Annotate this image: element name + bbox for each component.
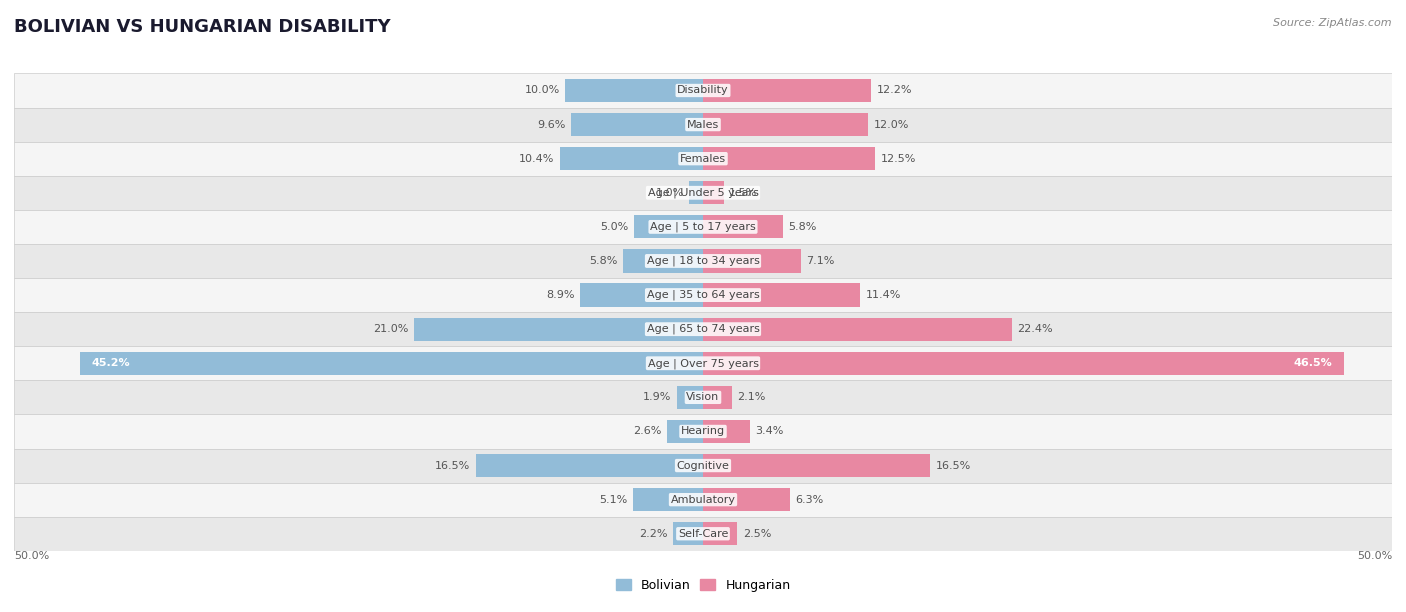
Bar <box>672 522 703 545</box>
Text: 10.0%: 10.0% <box>524 86 560 95</box>
Bar <box>14 141 1392 176</box>
Bar <box>689 181 703 204</box>
Bar <box>14 108 1392 141</box>
Bar <box>703 352 1344 375</box>
Bar <box>14 414 1392 449</box>
Bar <box>703 283 860 307</box>
Text: Disability: Disability <box>678 86 728 95</box>
Text: 16.5%: 16.5% <box>936 461 972 471</box>
Bar <box>676 386 703 409</box>
Text: 7.1%: 7.1% <box>807 256 835 266</box>
Bar <box>633 488 703 511</box>
Bar <box>475 454 703 477</box>
Text: 5.8%: 5.8% <box>589 256 617 266</box>
Text: 50.0%: 50.0% <box>1357 551 1392 561</box>
Bar <box>703 454 931 477</box>
Text: 10.4%: 10.4% <box>519 154 554 163</box>
Bar <box>634 215 703 239</box>
Bar <box>703 181 724 204</box>
Text: 1.9%: 1.9% <box>643 392 671 402</box>
Text: Age | Over 75 years: Age | Over 75 years <box>648 358 758 368</box>
Legend: Bolivian, Hungarian: Bolivian, Hungarian <box>610 574 796 597</box>
Text: 6.3%: 6.3% <box>796 494 824 505</box>
Text: Source: ZipAtlas.com: Source: ZipAtlas.com <box>1274 18 1392 28</box>
Bar <box>14 73 1392 108</box>
Text: 16.5%: 16.5% <box>434 461 470 471</box>
Text: 3.4%: 3.4% <box>755 427 783 436</box>
Text: 2.1%: 2.1% <box>738 392 766 402</box>
Text: 22.4%: 22.4% <box>1017 324 1053 334</box>
Bar <box>703 318 1012 341</box>
Text: 11.4%: 11.4% <box>866 290 901 300</box>
Bar <box>14 517 1392 551</box>
Bar <box>703 249 801 272</box>
Bar <box>623 249 703 272</box>
Bar <box>14 176 1392 210</box>
Text: Males: Males <box>688 119 718 130</box>
Bar <box>413 318 703 341</box>
Bar <box>80 352 703 375</box>
Text: 12.5%: 12.5% <box>880 154 917 163</box>
Text: 12.2%: 12.2% <box>876 86 912 95</box>
Bar <box>703 420 749 443</box>
Text: Age | 35 to 64 years: Age | 35 to 64 years <box>647 290 759 300</box>
Text: 8.9%: 8.9% <box>547 290 575 300</box>
Text: 12.0%: 12.0% <box>875 119 910 130</box>
Bar <box>14 449 1392 483</box>
Text: Cognitive: Cognitive <box>676 461 730 471</box>
Text: 1.5%: 1.5% <box>730 188 758 198</box>
Bar <box>14 380 1392 414</box>
Bar <box>571 113 703 136</box>
Text: 5.8%: 5.8% <box>789 222 817 232</box>
Bar <box>668 420 703 443</box>
Bar <box>565 79 703 102</box>
Text: Age | Under 5 years: Age | Under 5 years <box>648 187 758 198</box>
Bar <box>703 215 783 239</box>
Bar <box>14 278 1392 312</box>
Bar <box>703 522 738 545</box>
Text: 5.0%: 5.0% <box>600 222 628 232</box>
Bar <box>14 210 1392 244</box>
Bar <box>14 483 1392 517</box>
Text: Age | 18 to 34 years: Age | 18 to 34 years <box>647 256 759 266</box>
Text: Females: Females <box>681 154 725 163</box>
Bar <box>14 346 1392 380</box>
Text: BOLIVIAN VS HUNGARIAN DISABILITY: BOLIVIAN VS HUNGARIAN DISABILITY <box>14 18 391 36</box>
Bar <box>703 113 869 136</box>
Bar <box>14 312 1392 346</box>
Bar <box>703 386 733 409</box>
Text: 21.0%: 21.0% <box>373 324 408 334</box>
Text: 2.6%: 2.6% <box>633 427 662 436</box>
Text: Age | 5 to 17 years: Age | 5 to 17 years <box>650 222 756 232</box>
Bar <box>703 79 872 102</box>
Bar <box>581 283 703 307</box>
Bar <box>560 147 703 170</box>
Text: 1.0%: 1.0% <box>655 188 683 198</box>
Text: Vision: Vision <box>686 392 720 402</box>
Text: 5.1%: 5.1% <box>599 494 627 505</box>
Text: Age | 65 to 74 years: Age | 65 to 74 years <box>647 324 759 334</box>
Text: Ambulatory: Ambulatory <box>671 494 735 505</box>
Text: 50.0%: 50.0% <box>14 551 49 561</box>
Bar <box>14 244 1392 278</box>
Text: 45.2%: 45.2% <box>91 358 129 368</box>
Text: 2.2%: 2.2% <box>638 529 668 539</box>
Text: 9.6%: 9.6% <box>537 119 565 130</box>
Text: Hearing: Hearing <box>681 427 725 436</box>
Bar <box>703 488 790 511</box>
Bar <box>703 147 875 170</box>
Text: 2.5%: 2.5% <box>742 529 772 539</box>
Text: 46.5%: 46.5% <box>1294 358 1333 368</box>
Text: Self-Care: Self-Care <box>678 529 728 539</box>
